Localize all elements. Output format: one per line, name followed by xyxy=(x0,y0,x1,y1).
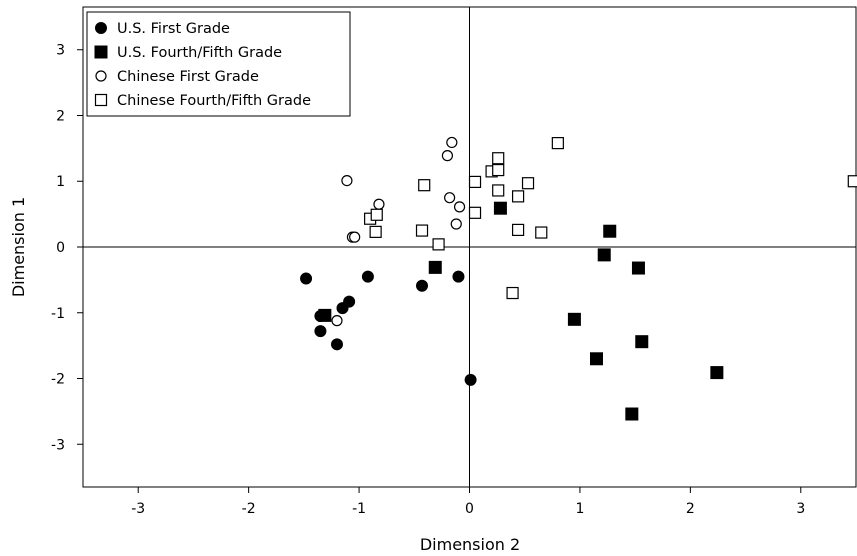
u-s-fourth-fifth-grade-point xyxy=(318,308,332,322)
chinese-fourth-fifth-grade-point xyxy=(511,190,525,203)
u-s-fourth-fifth-grade-point xyxy=(603,224,617,238)
chinese-first-grade-point xyxy=(441,150,454,162)
u-s-fourth-fifth-grade-point xyxy=(631,261,645,275)
chinese-first-grade-point xyxy=(373,198,385,210)
chinese-fourth-fifth-grade-point xyxy=(847,175,857,188)
chinese-fourth-fifth-grade-point xyxy=(415,224,429,237)
legend-label: U.S. Fourth/Fifth Grade xyxy=(117,45,282,61)
u-s-fourth-fifth-grade-point xyxy=(493,201,507,215)
chinese-first-grade-point xyxy=(450,218,462,230)
legend-label: Chinese Fourth/Fifth Grade xyxy=(117,93,311,109)
x-tick-label: -2 xyxy=(242,501,256,517)
x-axis-title: Dimension 2 xyxy=(420,535,520,554)
y-tick-label: -2 xyxy=(51,372,65,388)
chinese-fourth-fifth-grade-point xyxy=(468,175,482,189)
chinese-fourth-fifth-grade-point xyxy=(418,179,431,192)
chinese-fourth-fifth-grade-point xyxy=(506,286,519,300)
chinese-fourth-fifth-grade-point xyxy=(535,226,548,239)
y-tick-label: -1 xyxy=(51,306,65,322)
u-s-fourth-fifth-grade-point xyxy=(710,366,724,380)
x-tick-label: 2 xyxy=(686,501,695,517)
y-tick-label: 0 xyxy=(56,240,65,256)
u-s-first-grade-point xyxy=(361,270,374,283)
legend-items: U.S. First Grade U.S. Fourth/Fifth Grade C… xyxy=(94,21,311,109)
legend-marker xyxy=(95,70,107,82)
y-axis: -3 -2 -1 0 1 2 3 xyxy=(51,43,83,453)
legend-label: U.S. First Grade xyxy=(117,21,230,37)
chinese-first-grade-point xyxy=(446,136,458,149)
x-tick-label: -1 xyxy=(352,501,366,517)
u-s-first-grade-point xyxy=(464,373,477,386)
y-tick-label: 3 xyxy=(56,43,65,59)
x-tick-label: -3 xyxy=(131,501,145,517)
legend-marker xyxy=(94,93,108,107)
u-s-first-grade-point xyxy=(416,279,429,292)
chinese-first-grade-point xyxy=(349,231,361,243)
chinese-fourth-fifth-grade-point xyxy=(551,137,564,150)
chinese-first-grade-point xyxy=(453,201,466,213)
u-s-first-grade-point xyxy=(314,325,327,338)
chinese-first-grade-point xyxy=(331,315,343,327)
chinese-fourth-fifth-grade-point xyxy=(370,208,383,221)
u-s-first-grade-point xyxy=(300,272,313,285)
y-tick-label: 1 xyxy=(56,174,65,190)
u-s-fourth-fifth-grade-point xyxy=(625,407,639,421)
data-points xyxy=(300,136,857,421)
x-tick-label: 3 xyxy=(796,501,805,517)
legend-marker xyxy=(94,45,108,59)
x-axis: -3 -2 -1 0 1 2 3 xyxy=(131,487,805,517)
chinese-fourth-fifth-grade-point xyxy=(468,206,482,219)
legend-marker xyxy=(95,22,107,34)
u-s-fourth-fifth-grade-point xyxy=(635,335,649,349)
legend-box xyxy=(86,11,351,117)
u-s-fourth-fifth-grade-point xyxy=(589,352,603,366)
u-s-first-grade-point xyxy=(452,270,465,283)
chinese-fourth-fifth-grade-point xyxy=(369,225,382,238)
legend: U.S. First Grade U.S. Fourth/Fifth Grade C… xyxy=(86,11,351,117)
chinese-fourth-fifth-grade-point xyxy=(511,223,525,237)
u-s-first-grade-point xyxy=(343,295,356,308)
reference-lines xyxy=(83,7,856,487)
u-s-first-grade-point xyxy=(330,338,343,351)
x-tick-label: 1 xyxy=(575,501,584,517)
chinese-first-grade-point xyxy=(341,174,353,187)
y-tick-label: -3 xyxy=(51,437,65,453)
legend-label: Chinese First Grade xyxy=(117,69,259,85)
chinese-fourth-fifth-grade-point xyxy=(492,163,505,177)
x-tick-label: 0 xyxy=(465,501,474,517)
chinese-fourth-fifth-grade-point xyxy=(492,184,505,197)
u-s-fourth-fifth-grade-point xyxy=(428,260,442,274)
u-s-fourth-fifth-grade-point xyxy=(567,312,581,326)
chinese-fourth-fifth-grade-point xyxy=(432,238,445,251)
chinese-fourth-fifth-grade-point xyxy=(492,152,505,165)
u-s-fourth-fifth-grade-point xyxy=(597,248,611,262)
y-axis-title: Dimension 1 xyxy=(9,197,28,297)
chinese-first-grade-point xyxy=(444,192,456,204)
chinese-fourth-fifth-grade-point xyxy=(521,177,535,190)
y-tick-label: 2 xyxy=(56,108,65,124)
